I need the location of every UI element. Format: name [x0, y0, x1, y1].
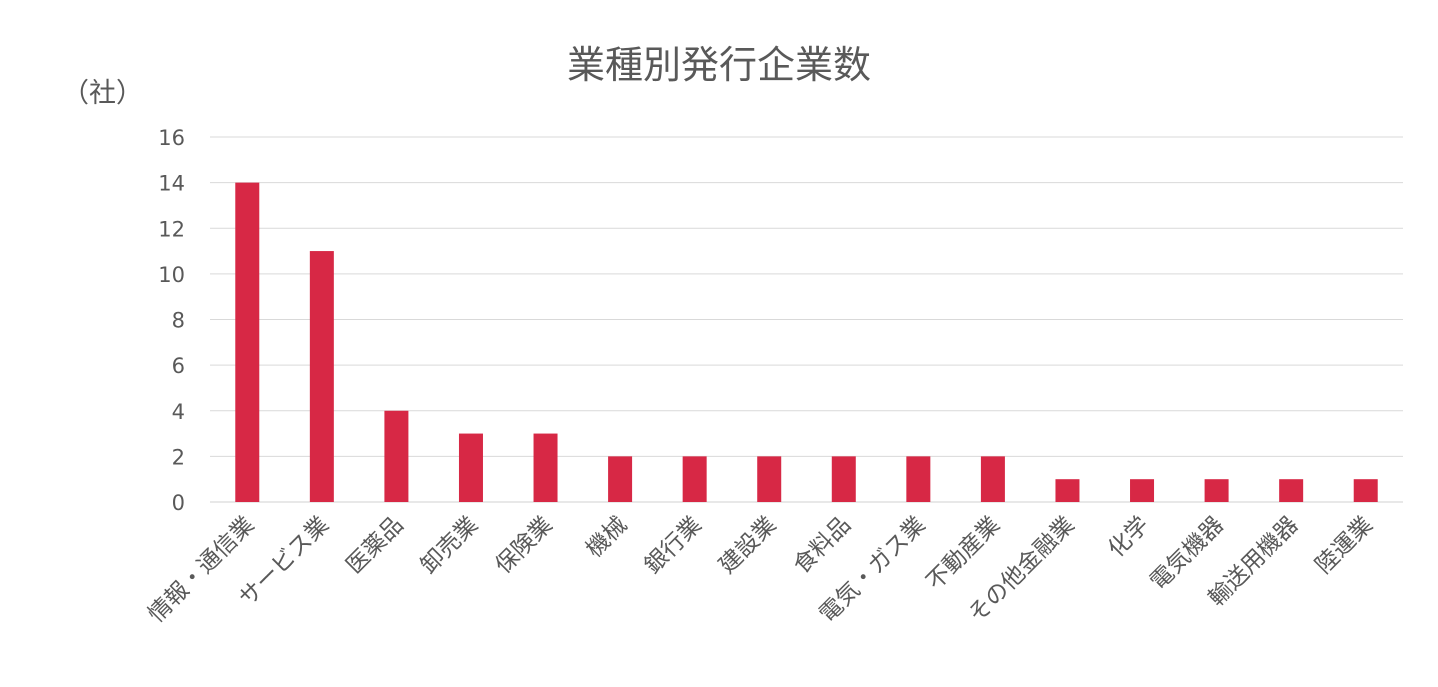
bar: [1130, 479, 1155, 502]
bar: [608, 456, 633, 502]
chart-title: 業種別発行企業数: [567, 43, 871, 87]
bar: [384, 410, 409, 502]
bar: [1204, 479, 1229, 502]
y-tick-label: 8: [172, 309, 185, 333]
bar: [906, 456, 931, 502]
x-category-label: 医薬品: [341, 512, 408, 579]
y-tick-label: 4: [172, 400, 185, 424]
y-tick-label: 12: [158, 217, 185, 241]
y-tick-label: 0: [172, 491, 185, 515]
bar: [980, 456, 1005, 502]
x-category-label: 化学: [1103, 512, 1154, 563]
bar: [458, 433, 483, 502]
x-category-label: 卸売業: [416, 512, 483, 579]
bar: [1279, 479, 1304, 502]
x-category-label: 情報・通信業: [144, 512, 260, 628]
x-category-label: 食料品: [789, 512, 856, 579]
x-category-label: 建設業: [714, 512, 781, 579]
x-category-label: 陸運業: [1311, 512, 1378, 579]
bar: [235, 182, 260, 502]
y-tick-label: 6: [172, 354, 185, 378]
x-category-label: 保険業: [491, 512, 558, 579]
x-category-label: 銀行業: [640, 512, 707, 579]
bar: [1353, 479, 1378, 502]
y-axis-tick-labels: 0 2 4 6 8 10 12 14 16: [158, 126, 185, 515]
bars: [235, 182, 1378, 502]
y-tick-label: 16: [158, 126, 185, 150]
y-tick-label: 10: [158, 263, 185, 287]
bar: [682, 456, 707, 502]
gridlines: [210, 136, 1403, 503]
bar: [533, 433, 558, 502]
y-tick-label: 2: [172, 445, 185, 469]
y-axis-unit-label: （社）: [62, 78, 143, 109]
bar: [1055, 479, 1080, 502]
bar: [757, 456, 782, 502]
y-tick-label: 14: [158, 172, 185, 196]
bar: [831, 456, 856, 502]
bar: [309, 251, 334, 502]
x-category-label: 機械: [581, 512, 632, 563]
